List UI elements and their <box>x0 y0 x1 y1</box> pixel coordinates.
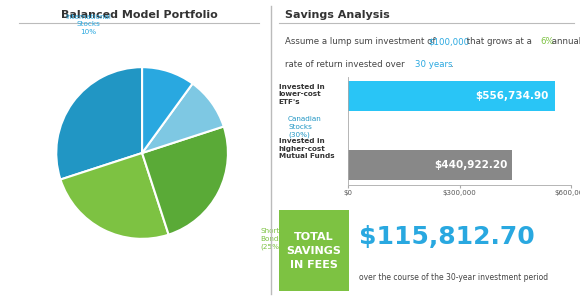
Text: over the course of the 30-year investment period: over the course of the 30-year investmen… <box>358 273 548 282</box>
Wedge shape <box>56 67 142 179</box>
Text: Invested in
higher-cost
Mutual Funds: Invested in higher-cost Mutual Funds <box>279 138 335 159</box>
Text: Short
Bonds
(25%): Short Bonds (25%) <box>260 228 282 250</box>
Text: 30 years: 30 years <box>415 60 452 69</box>
Text: International
Stocks
10%: International Stocks 10% <box>66 14 111 35</box>
Text: $100,000: $100,000 <box>428 38 469 46</box>
Wedge shape <box>60 153 169 239</box>
Wedge shape <box>142 127 228 235</box>
Text: rate of return invested over: rate of return invested over <box>285 60 407 69</box>
Bar <box>348 150 512 180</box>
Text: $556,734.90: $556,734.90 <box>476 92 549 101</box>
FancyBboxPatch shape <box>279 210 349 291</box>
Text: that grows at a: that grows at a <box>464 38 535 46</box>
Bar <box>348 81 555 111</box>
Text: Balanced Model Portfolio: Balanced Model Portfolio <box>61 11 218 20</box>
Text: *at a management fee of 0.77%: *at a management fee of 0.77% <box>353 116 450 121</box>
Text: Canadian
Stocks
(30%): Canadian Stocks (30%) <box>288 116 322 138</box>
Text: .: . <box>451 60 453 69</box>
Text: *at a management fee of 0.93%: *at a management fee of 0.93% <box>353 169 449 175</box>
Text: Assume a lump sum investment of: Assume a lump sum investment of <box>285 38 438 46</box>
Text: $115,812.70: $115,812.70 <box>358 225 534 249</box>
Text: TOTAL
SAVINGS
IN FEES: TOTAL SAVINGS IN FEES <box>287 232 342 269</box>
Text: 6%: 6% <box>540 38 554 46</box>
Wedge shape <box>142 67 193 153</box>
Text: annual: annual <box>549 38 580 46</box>
Text: $440,922.20: $440,922.20 <box>434 160 507 170</box>
Text: Savings Analysis: Savings Analysis <box>285 11 390 20</box>
Text: Invested in
lower-cost
ETF's: Invested in lower-cost ETF's <box>279 84 324 105</box>
Wedge shape <box>142 84 224 153</box>
